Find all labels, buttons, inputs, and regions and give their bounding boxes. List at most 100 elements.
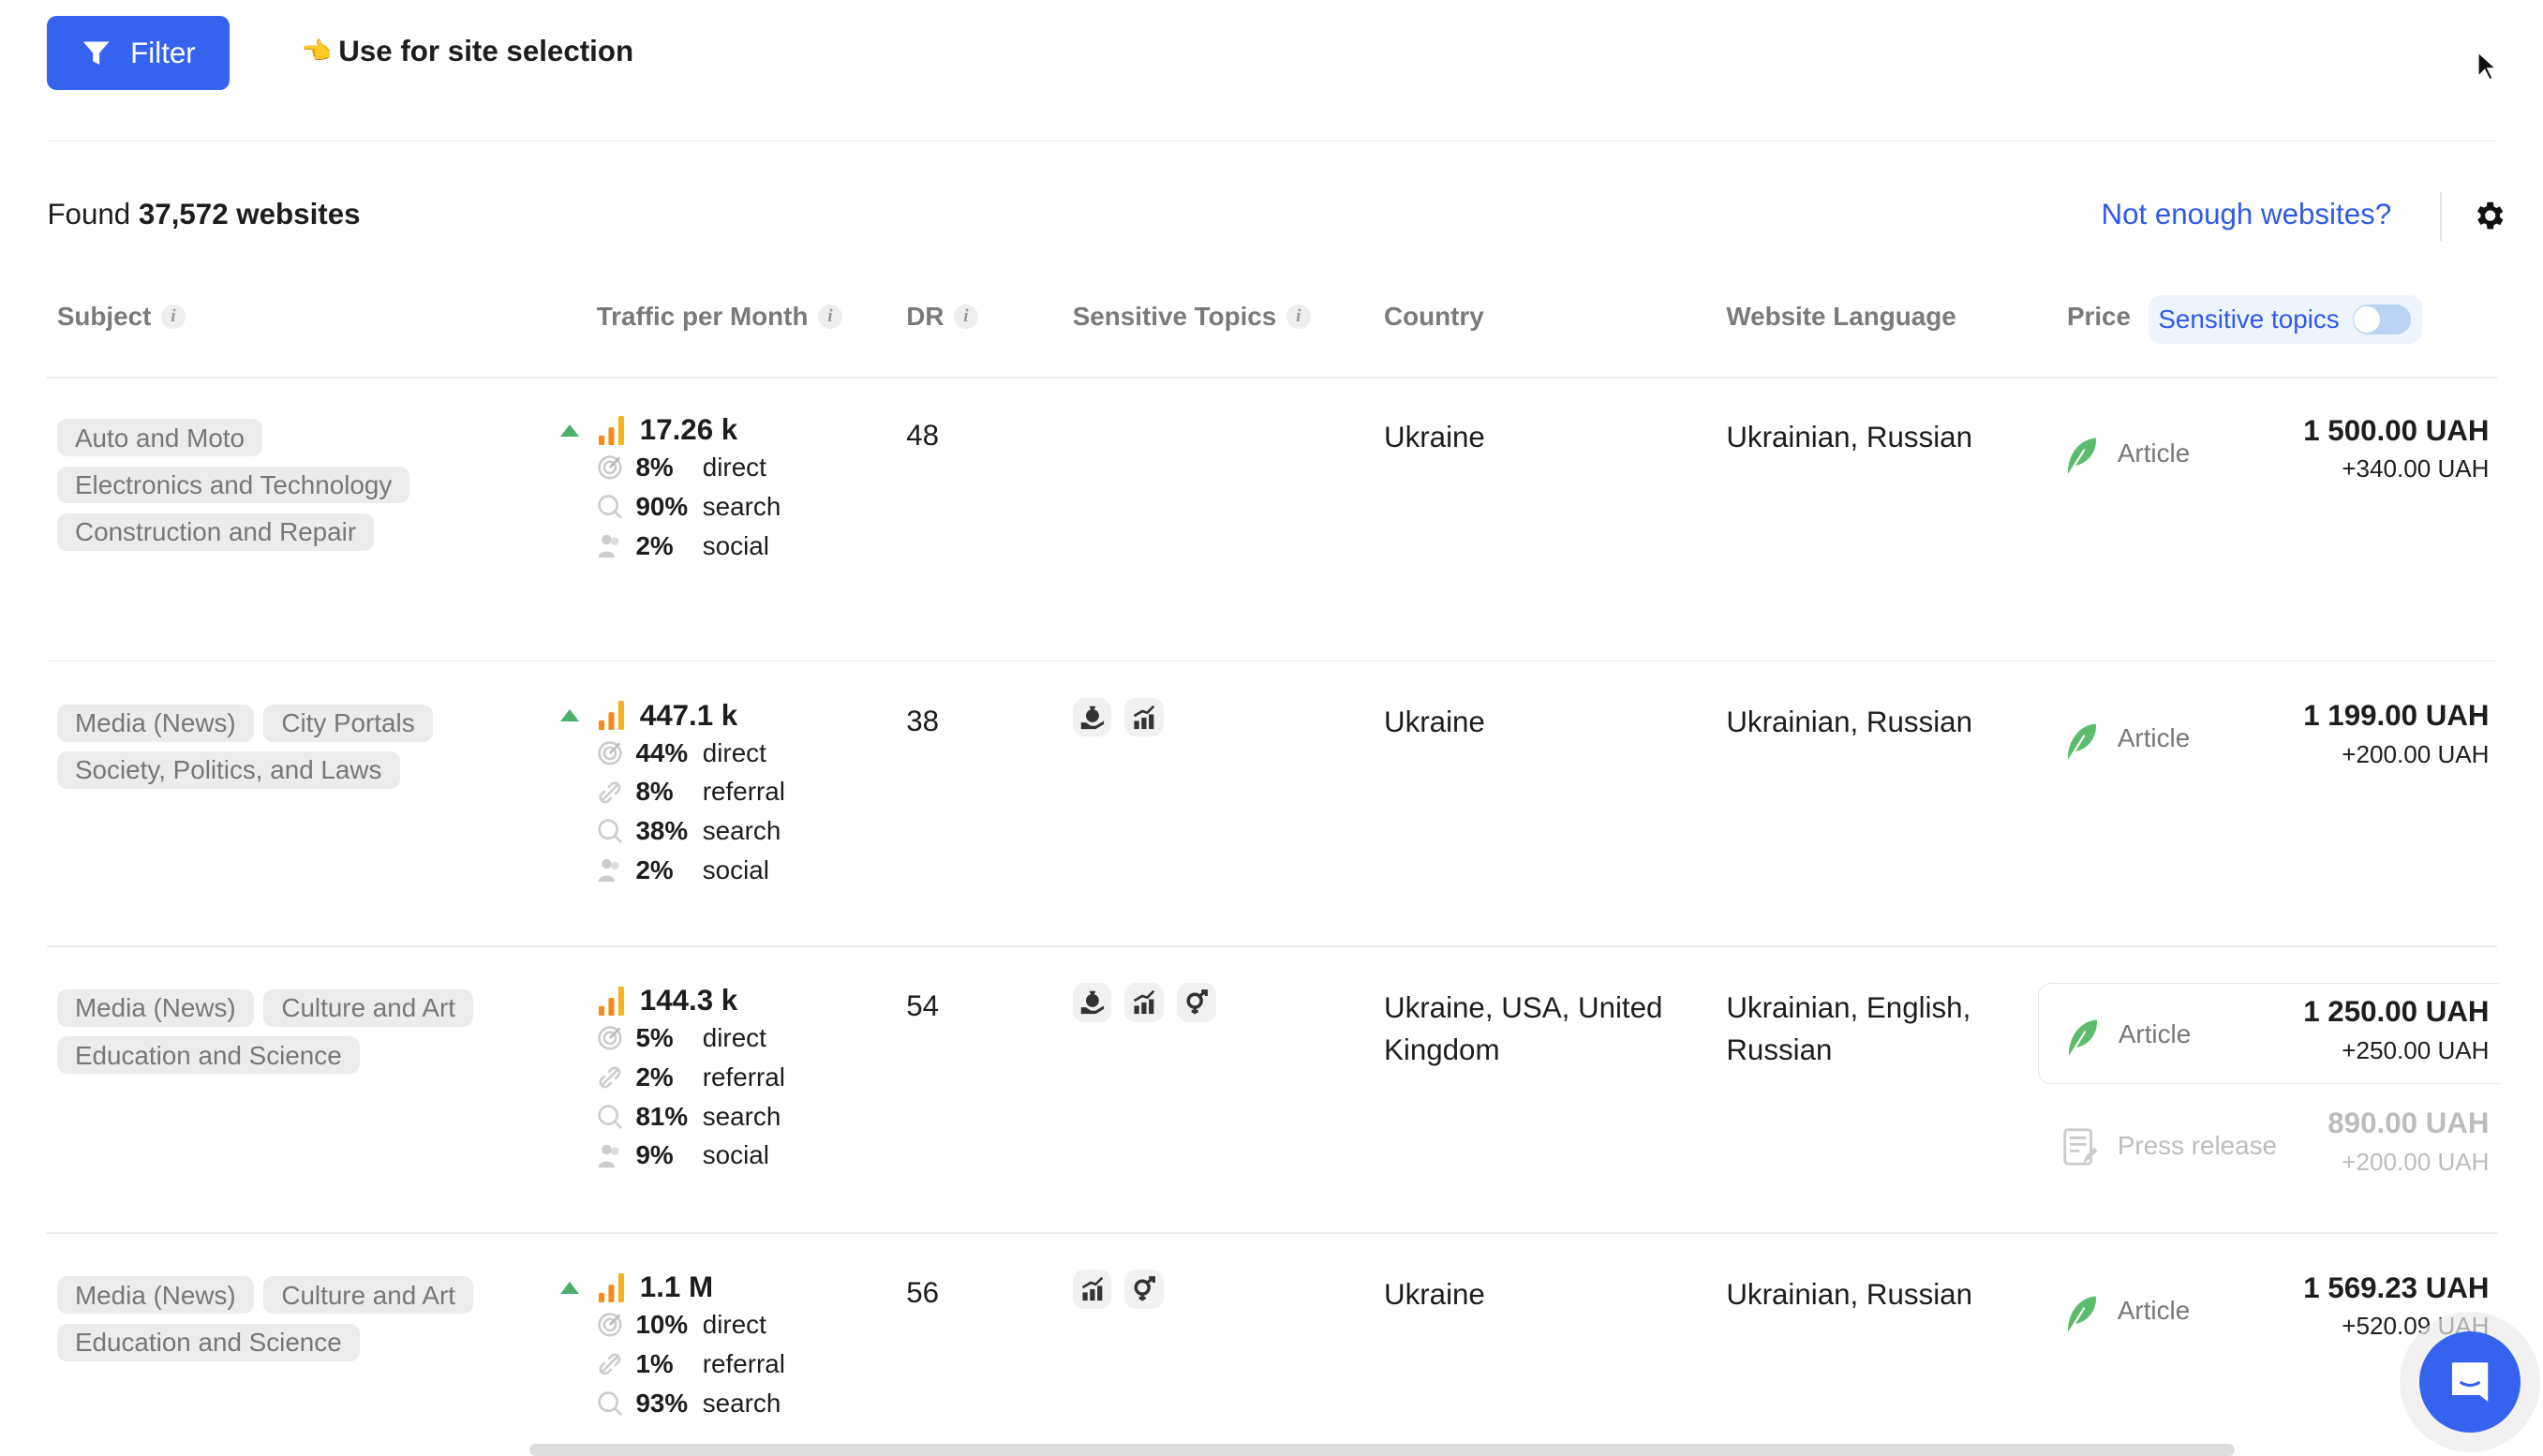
sensitive-topics [1072,697,1165,737]
growth-chart-icon [1131,989,1157,1016]
subject-tag[interactable]: Auto and Moto [56,419,263,457]
traffic-value: 144.3 k [639,984,738,1018]
source-label: search [702,816,781,846]
gear-icon[interactable] [2471,198,2506,233]
price-offer[interactable]: Article 1 500.00 UAH +340.00 UAH [2038,403,2499,504]
mouse-cursor-icon [2476,50,2498,82]
traffic-source: 2% social [559,527,781,566]
price-offer[interactable]: Article 1 250.00 UAH +250.00 UAH [2037,983,2499,1084]
toggle-switch[interactable] [2352,305,2412,334]
table-row[interactable]: Auto and Moto Electronics and Technology C… [0,377,2543,662]
traffic-source: 8% referral [559,773,785,812]
sensitive-topic-badge[interactable] [1072,697,1112,737]
link-icon [597,780,636,806]
subject-tag[interactable]: Construction and Repair [56,513,375,551]
offer-type: Article [2117,723,2191,753]
divider [47,945,2498,947]
header-label: Sensitive Topics [1072,301,1277,331]
price-offer[interactable]: Article 1 199.00 UAH +200.00 UAH [2038,688,2499,789]
people-icon [597,533,636,559]
subject-tag[interactable]: Society, Politics, and Laws [56,750,400,789]
found-prefix: Found [47,197,131,230]
source-percent: 5% [635,1023,674,1053]
subject-tag[interactable]: Culture and Art [263,1276,474,1315]
table-row[interactable]: Media (News) City Portals Society, Politic… [0,661,2543,947]
column-header-dr[interactable]: DR i [906,302,978,332]
country-value: Ukraine, USA, United Kingdom [1384,990,1663,1066]
offer-type: Article [2117,1296,2191,1326]
info-icon[interactable]: i [160,304,186,329]
sensitive-topic-badge[interactable] [1124,697,1165,737]
offer-extra-price: +200.00 UAH [2342,1147,2490,1176]
traffic-cell: 144.3 k 5% direct 2% referral 81% search 9% soci… [559,983,785,1175]
traffic-source: 81% search [559,1097,785,1137]
info-icon[interactable]: i [953,304,978,329]
column-header-price[interactable]: Price [2066,301,2132,331]
not-enough-websites-link[interactable]: Not enough websites? [2101,197,2392,230]
traffic-source: 10% direct [559,1305,785,1345]
info-icon[interactable]: i [1286,304,1311,329]
sensitive-topic-badge[interactable] [1072,983,1112,1022]
header-label: DR [906,301,944,331]
sensitive-topic-badge[interactable] [1124,983,1165,1022]
horizontal-scrollbar[interactable] [529,1444,2236,1456]
subject-tag[interactable]: City Portals [263,704,433,742]
column-header-language[interactable]: Website Language [1726,301,1956,331]
column-header-subject[interactable]: Subject i [57,302,186,332]
target-icon [597,1025,636,1051]
source-percent: 90% [635,492,689,522]
language-value: Ukrainian, Russian [1726,1277,1972,1311]
source-percent: 2% [635,854,674,884]
column-header-traffic[interactable]: Traffic per Month i [597,302,842,332]
column-header-country[interactable]: Country [1384,301,1484,331]
dr-value: 56 [906,1276,940,1310]
source-percent: 9% [635,1140,674,1170]
feather-icon [2063,721,2099,763]
table-row[interactable]: Media (News) Culture and Art Education and… [0,947,2543,1234]
traffic-source: 2% referral [559,1058,785,1097]
found-count: 37,572 websites [138,197,361,230]
price-offer[interactable]: Press release 890.00 UAH +200.00 UAH [2038,1095,2499,1196]
table-row[interactable]: Media (News) Culture and Art Education and… [0,1234,2543,1446]
link-icon [597,1351,636,1377]
subject-tag[interactable]: Culture and Art [263,988,474,1027]
sensitive-topic-badge[interactable] [1177,983,1216,1022]
trend-up-icon [560,708,580,722]
use-selection-label: Use for site selection [338,34,634,67]
sensitive-topics [1072,983,1216,1022]
target-icon [597,1312,636,1338]
traffic-source: 90% search [559,487,781,527]
offer-type: Press release [2117,1131,2277,1161]
offer-price: 1 250.00 UAH [2303,995,2490,1029]
trend-up-icon [560,423,580,437]
subject-tag[interactable]: Education and Science [56,1036,360,1075]
results-count: Found 37,572 websites [47,198,360,231]
sensitive-topics-toggle[interactable]: Sensitive topics [2148,294,2423,345]
filter-button[interactable]: Filter [47,16,231,90]
column-header-sensitive-topics[interactable]: Sensitive Topics i [1073,302,1311,332]
divider [2440,192,2443,242]
subject-tag[interactable]: Media (News) [56,1276,254,1315]
sensitive-topics-toggle-label: Sensitive topics [2158,304,2340,334]
sensitive-topic-badge[interactable] [1124,1270,1165,1309]
subject-tag[interactable]: Electronics and Technology [56,466,410,504]
subject-tags: Media (News) Culture and Art Education and… [56,1276,530,1361]
offer-price: 1 199.00 UAH [2303,699,2490,733]
people-icon [597,857,636,884]
price-offer[interactable]: Article 1 569.23 UAH +520.09 UAH [2038,1260,2499,1361]
use-for-site-selection-button[interactable]: 👈 Use for site selection [302,35,633,68]
subject-tag[interactable]: Media (News) [56,704,254,742]
traffic-total: 144.3 k [559,983,785,1018]
traffic-value: 1.1 M [639,1270,714,1304]
offer-extra-price: +250.00 UAH [2342,1035,2490,1064]
offer-extra-price: +340.00 UAH [2342,454,2490,483]
subject-tag[interactable]: Education and Science [56,1323,360,1361]
source-label: social [702,854,769,884]
traffic-total: 17.26 k [559,412,781,448]
traffic-source: 5% direct [559,1018,785,1058]
sensitive-topic-badge[interactable] [1072,1270,1112,1309]
chat-widget-button[interactable] [2418,1331,2521,1434]
info-icon[interactable]: i [817,304,842,329]
subject-tag[interactable]: Media (News) [56,988,254,1027]
